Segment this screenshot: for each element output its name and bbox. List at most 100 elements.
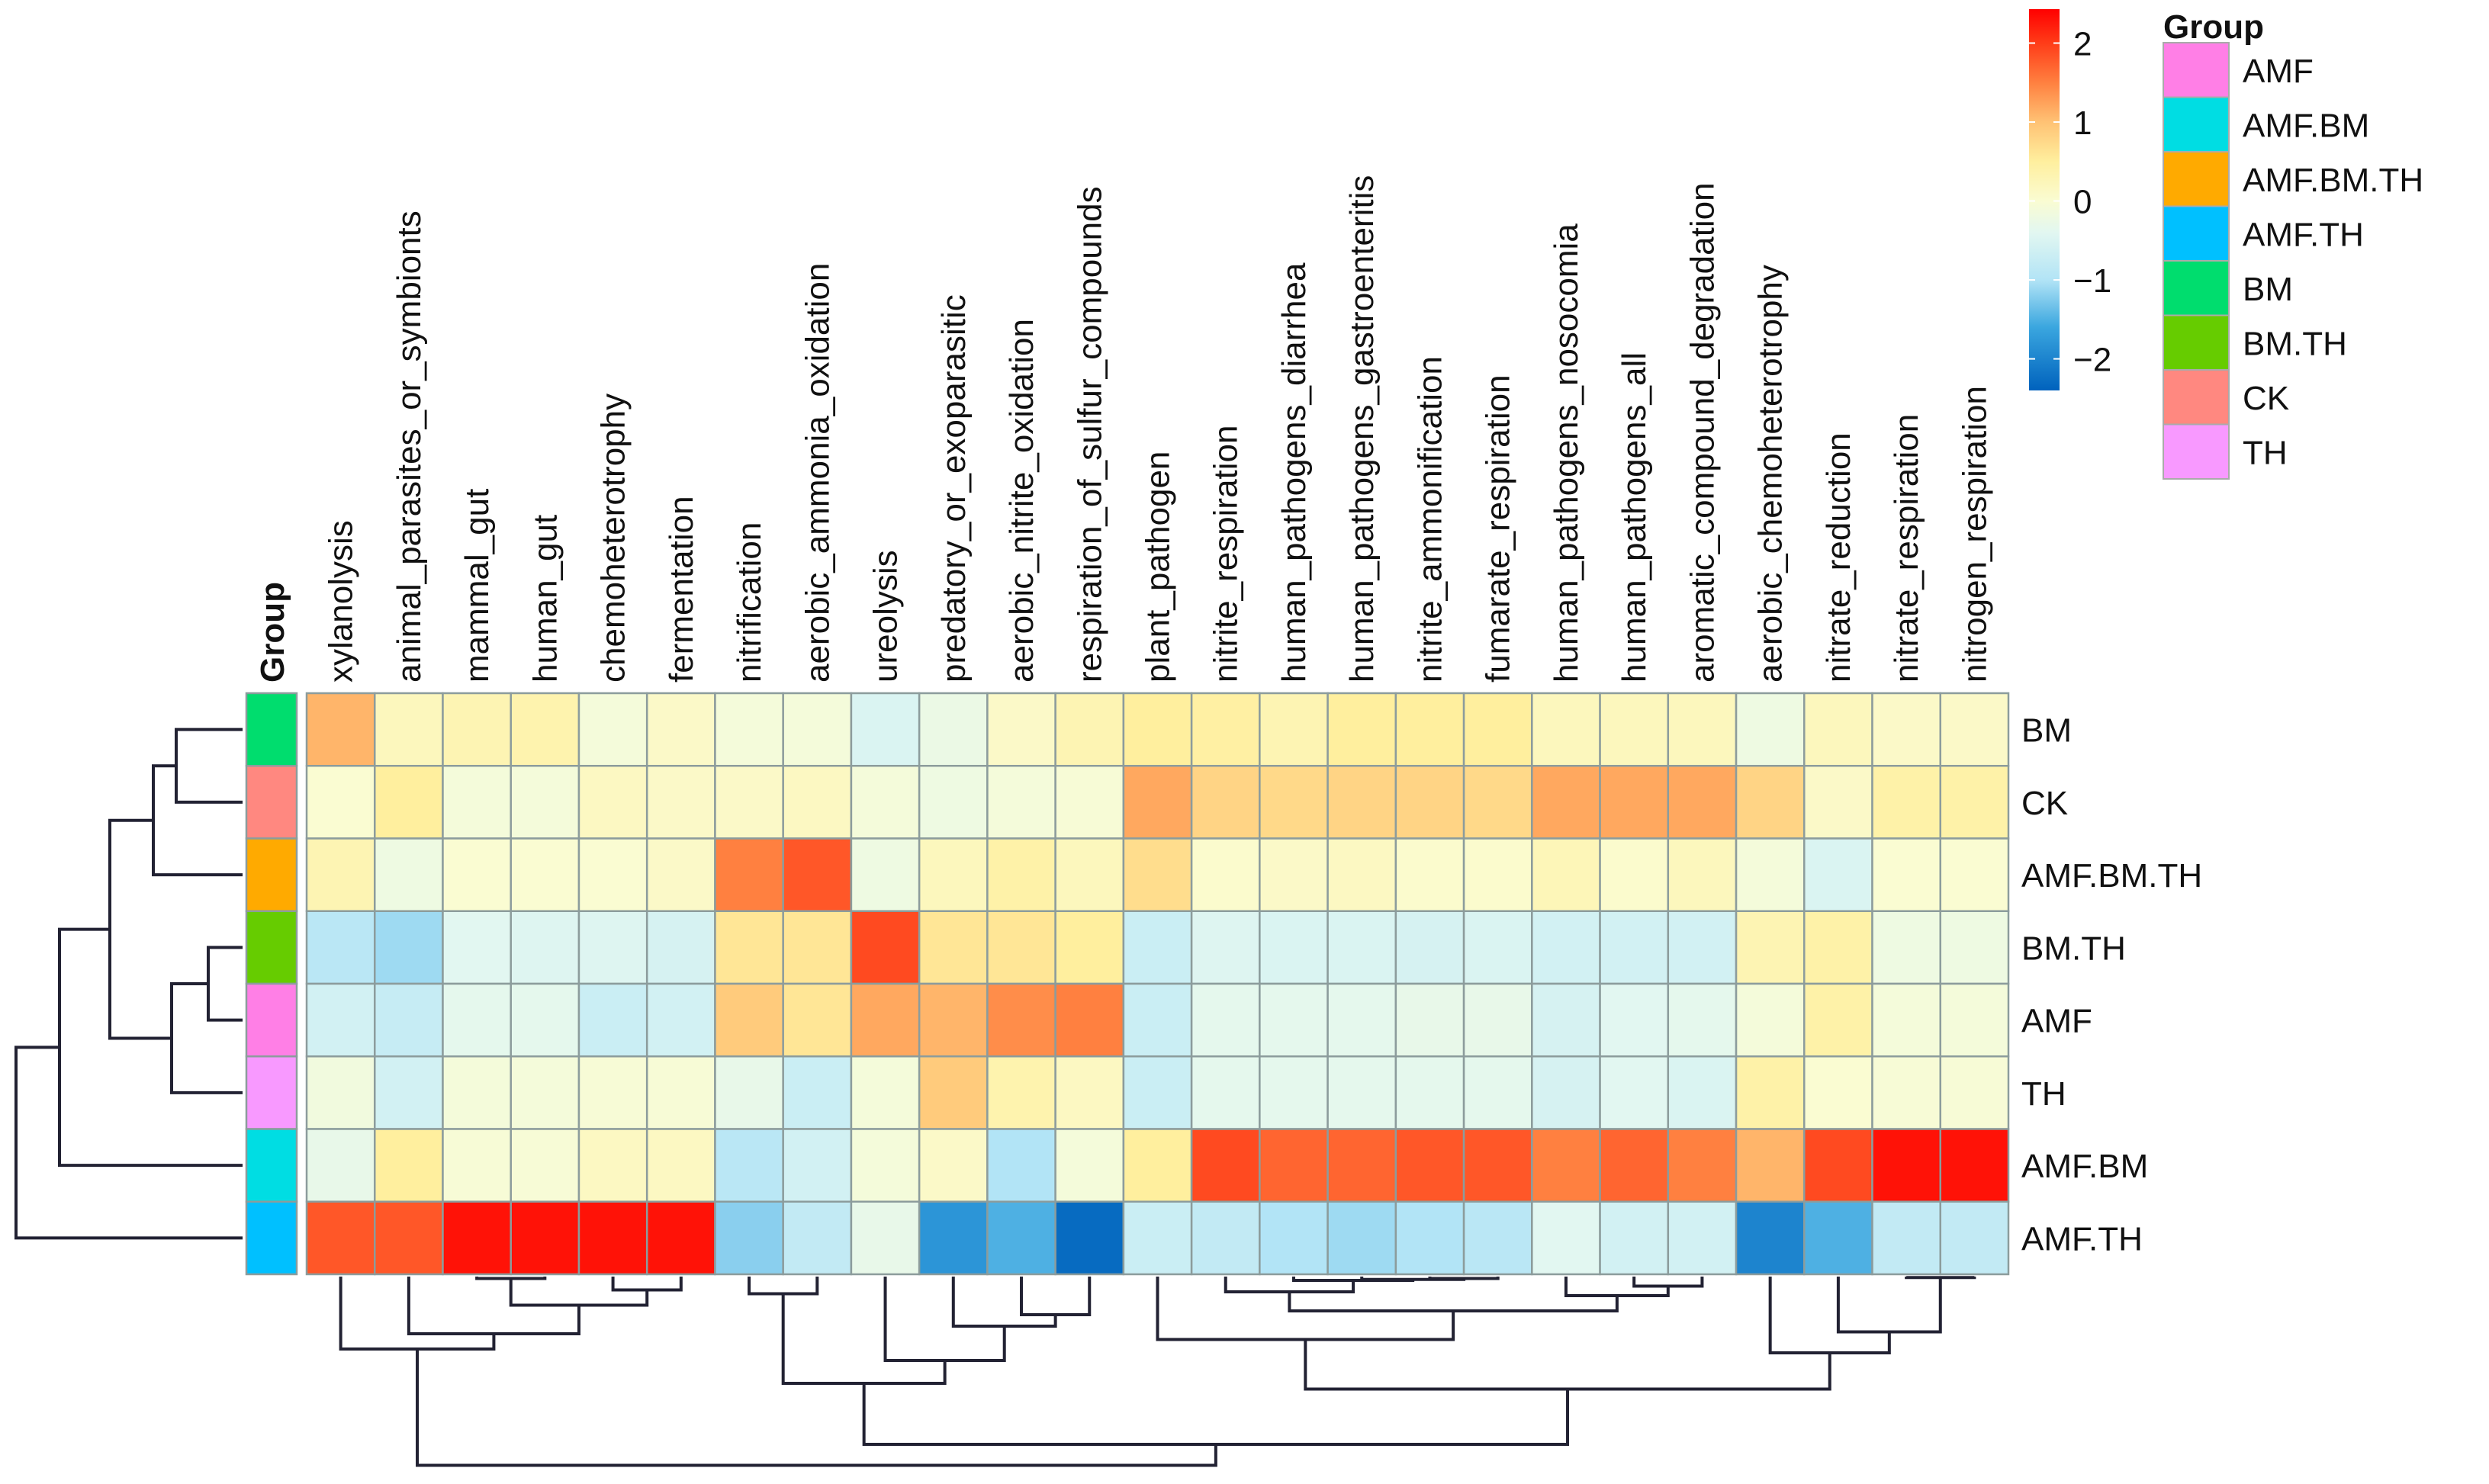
heatmap-cell (1054, 1128, 1125, 1203)
heatmap-cell (1531, 765, 1601, 840)
heatmap-cell (1803, 1200, 1873, 1276)
heatmap-cell (442, 837, 512, 912)
heatmap-cell (1462, 1055, 1533, 1130)
heatmap-cell (1939, 982, 2010, 1058)
heatmap-cell (1462, 982, 1533, 1058)
legend-label: AMF.BM.TH (2243, 162, 2423, 199)
heatmap-cell (1667, 837, 1738, 912)
heatmap-cell (782, 765, 853, 840)
heatmap-cell (1327, 837, 1397, 912)
heatmap-cell (714, 1200, 784, 1276)
heatmap-cell (1394, 837, 1465, 912)
heatmap-cell (305, 910, 376, 985)
colorbar-tick-label: −2 (2073, 342, 2111, 379)
column-label: human_pathogens_all (1616, 352, 1653, 683)
heatmap-cell (1667, 1128, 1738, 1203)
heatmap-cell (1599, 910, 1670, 985)
dendrogram-branch (781, 1293, 947, 1385)
heatmap-cell (1803, 692, 1873, 767)
heatmap-cell (1871, 837, 1942, 912)
heatmap-cell (986, 765, 1056, 840)
legend-swatch (2163, 369, 2230, 426)
heatmap-cell (1871, 1128, 1942, 1203)
heatmap-cell (1259, 765, 1329, 840)
heatmap-cell (1667, 1055, 1738, 1130)
heatmap-cell (577, 692, 648, 767)
heatmap-cell (1054, 910, 1125, 985)
heatmap-cell (1531, 1200, 1601, 1276)
column-label: aerobic_ammonia_oxidation (799, 263, 836, 683)
heatmap-cell (645, 910, 716, 985)
dendrogram-branch (108, 818, 172, 1040)
row-dendrogram (14, 728, 243, 1240)
heatmap-cell (1190, 910, 1261, 985)
heatmap-cell (986, 1055, 1056, 1130)
heatmap-cell (1259, 1055, 1329, 1130)
heatmap-cell (1531, 1055, 1601, 1130)
heatmap-cell (1939, 692, 2010, 767)
heatmap-cell (986, 1200, 1056, 1276)
colorbar-tick-label: 1 (2073, 104, 2092, 142)
legend-label: BM (2243, 271, 2293, 308)
legend-swatch (2163, 314, 2230, 371)
legend-label: BM.TH (2243, 326, 2347, 363)
heatmap-cell (918, 982, 989, 1058)
heatmap-cell (918, 692, 989, 767)
heatmap-cell (510, 765, 580, 840)
column-label: respiration_of_sulfur_compounds (1071, 186, 1108, 683)
heatmap-cell (1259, 1200, 1329, 1276)
heatmap-cell (1259, 1128, 1329, 1203)
dendrogram-branch (748, 1277, 819, 1296)
column-label: animal_parasites_or_symbionts (391, 210, 428, 683)
heatmap-cell (1259, 910, 1329, 985)
heatmap-cell (850, 692, 921, 767)
colorbar-tick-label: −1 (2073, 262, 2111, 300)
group-annotation-cell (245, 910, 298, 985)
heatmap-cell (1327, 1200, 1397, 1276)
heatmap-cell (645, 982, 716, 1058)
heatmap-cell (442, 1200, 512, 1276)
heatmap-cell (1667, 1200, 1738, 1276)
heatmap-cell (986, 1128, 1056, 1203)
heatmap-cell (1871, 910, 1942, 985)
group-legend: AMF AMF.BM AMF.BM.TH AMF.TH BM BM.TH CK TH (2163, 42, 2423, 480)
column-labels: xylanolysis animal_parasites_or_symbionts… (323, 175, 1994, 683)
group-annotation-cell (245, 1128, 298, 1203)
heatmap-cell (645, 765, 716, 840)
heatmap-cell (1327, 692, 1397, 767)
heatmap-cell (918, 1128, 989, 1203)
dendrogram-branch (416, 1349, 1217, 1467)
heatmap-cell (645, 1055, 716, 1130)
heatmap-cell (1394, 692, 1465, 767)
heatmap-cell (1531, 837, 1601, 912)
heatmap-cell (577, 910, 648, 985)
group-annotation-cell (245, 1055, 298, 1130)
dendrogram-branch (14, 1046, 243, 1240)
heatmap-cell (577, 765, 648, 840)
row-labels: BM CK AMF.BM.TH BM.TH AMF TH AMF.BM AMF.TH (2021, 712, 2202, 1258)
heatmap-cell (1667, 692, 1738, 767)
heatmap-cell (1054, 1055, 1125, 1130)
heatmap-cell (986, 910, 1056, 985)
heatmap-cell (305, 1055, 376, 1130)
heatmap-cell (1803, 837, 1873, 912)
heatmap-cell (1871, 982, 1942, 1058)
heatmap-cell (1054, 837, 1125, 912)
heatmap-cell (918, 837, 989, 912)
heatmap-cell (1462, 765, 1533, 840)
column-label: fumarate_respiration (1480, 374, 1517, 683)
heatmap-cell (373, 982, 444, 1058)
heatmap-cell (1190, 692, 1261, 767)
heatmap-cell (1122, 910, 1193, 985)
heatmap-cell (1531, 982, 1601, 1058)
heatmap-cell (918, 1055, 989, 1130)
heatmap-cell (510, 837, 580, 912)
heatmap-cell (850, 765, 921, 840)
heatmap-cell (510, 1128, 580, 1203)
heatmap-cell (577, 1128, 648, 1203)
heatmap-cell (918, 910, 989, 985)
heatmap-cell (1939, 910, 2010, 985)
heatmap-cell (1735, 1055, 1806, 1130)
heatmap-cell (1599, 1055, 1670, 1130)
heatmap-cell (1939, 1200, 2010, 1276)
